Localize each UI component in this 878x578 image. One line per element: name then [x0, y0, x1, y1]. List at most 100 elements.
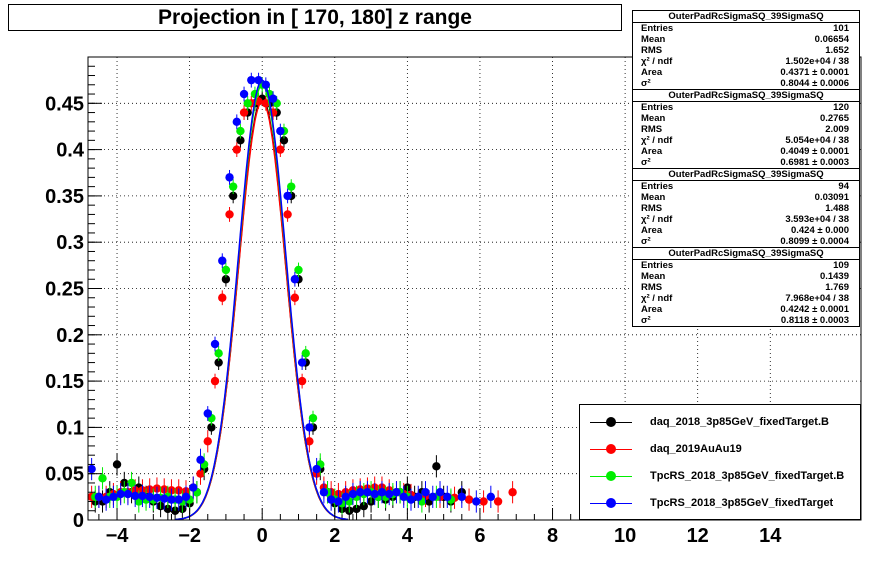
x-tick-label: 14	[759, 525, 782, 547]
y-tick-label: 0.25	[45, 279, 84, 301]
stats-value: 2.009	[825, 124, 849, 135]
data-point	[94, 492, 104, 502]
stats-key: RMS	[641, 124, 663, 135]
stats-row: RMS 1.488	[633, 203, 859, 214]
stats-value: 3.593e+04 / 38	[785, 214, 849, 225]
stats-value: 0.424 ± 0.000	[790, 225, 849, 236]
data-point	[377, 488, 387, 497]
data-point	[355, 488, 365, 497]
data-point	[101, 495, 111, 504]
stats-row: Entries 94	[633, 181, 859, 192]
x-tick-label: 4	[402, 525, 414, 547]
legend-marker	[606, 498, 616, 508]
stats-key: Area	[641, 146, 663, 157]
legend-marker	[606, 471, 616, 481]
data-point	[508, 488, 517, 497]
data-point	[152, 493, 162, 502]
data-point	[341, 492, 350, 502]
stats-key: σ²	[641, 78, 651, 89]
data-point	[167, 495, 176, 504]
data-point	[486, 492, 496, 502]
stats-row: σ² 0.8118 ± 0.0003	[633, 315, 859, 326]
stats-row: σ² 0.8044 ± 0.0006	[633, 78, 859, 89]
legend-label: TpcRS_2018_3p85GeV_fixedTarget	[650, 497, 834, 509]
data-point	[116, 489, 125, 499]
data-point	[98, 474, 107, 483]
data-point	[214, 358, 223, 367]
data-point	[276, 126, 285, 136]
stats-key: Area	[641, 67, 663, 78]
data-point	[232, 117, 241, 127]
stats-value: 0.06654	[814, 34, 849, 45]
x-tick-label: −4	[106, 525, 130, 547]
data-point	[435, 488, 445, 497]
data-point	[123, 489, 133, 499]
stats-key: σ²	[641, 315, 651, 326]
data-point	[221, 265, 231, 275]
data-point	[221, 275, 231, 284]
data-point	[363, 488, 372, 497]
stats-row: Area 0.4242 ± 0.0001	[633, 304, 859, 315]
stats-key: Entries	[641, 260, 674, 271]
data-point	[319, 488, 329, 497]
data-point	[301, 349, 310, 358]
stats-key: Area	[641, 225, 663, 236]
data-point	[312, 464, 321, 474]
y-tick-label: 0.15	[45, 371, 84, 393]
data-point	[127, 478, 136, 488]
stats-value: 101	[833, 23, 849, 34]
data-point	[163, 504, 173, 514]
stats-row: Area 0.4049 ± 0.0001	[633, 146, 859, 157]
legend-marker	[606, 444, 616, 454]
stats-value: 0.6981 ± 0.0003	[780, 157, 849, 168]
data-point	[87, 464, 96, 474]
y-tick-label: 0.4	[56, 140, 85, 162]
data-point	[268, 94, 278, 103]
stats-row: σ² 0.6981 ± 0.0003	[633, 157, 859, 168]
stats-value: 0.2765	[819, 113, 849, 124]
data-point	[174, 495, 183, 504]
x-tick-label: 0	[257, 525, 268, 547]
legend-label: daq_2018_3p85GeV_fixedTarget.B	[650, 416, 829, 428]
stats-row: Entries 120	[633, 102, 859, 113]
x-tick-label: 8	[547, 525, 558, 547]
stats-key: RMS	[641, 45, 663, 56]
stats-value: 1.652	[825, 45, 849, 56]
stats-row: Mean 0.1439	[633, 271, 859, 282]
legend-marker	[606, 417, 616, 427]
data-point	[109, 492, 118, 502]
stats-value: 120	[833, 102, 849, 113]
data-point	[493, 497, 503, 506]
data-point	[210, 339, 220, 349]
data-point	[181, 492, 191, 502]
stats-title: OuterPadRcSigmaSQ_39SigmaSQ	[633, 11, 859, 23]
stats-panel: OuterPadRcSigmaSQ_39SigmaSQ Entries 94 Mean…	[632, 168, 860, 248]
stats-key: Mean	[641, 192, 666, 203]
data-point	[352, 504, 361, 514]
stats-value: 1.769	[825, 282, 849, 293]
data-point	[370, 489, 379, 499]
data-point	[228, 182, 238, 191]
stats-title: OuterPadRcSigmaSQ_39SigmaSQ	[633, 248, 859, 260]
data-point	[457, 492, 466, 502]
data-point	[203, 409, 212, 418]
data-point	[399, 492, 408, 502]
data-point	[406, 495, 416, 504]
series-3	[87, 72, 496, 521]
stats-value: 94	[838, 181, 849, 192]
data-point	[414, 492, 423, 502]
stats-row: Mean 0.06654	[633, 34, 859, 45]
x-tick-label: 6	[474, 525, 485, 547]
stats-value: 0.1439	[819, 271, 849, 282]
stats-value: 0.03091	[814, 192, 849, 203]
y-tick-label: 0.05	[45, 464, 84, 486]
stats-key: χ² / ndf	[641, 135, 673, 146]
legend-entry: daq_2018_3p85GeV_fixedTarget.B	[580, 413, 860, 433]
data-point	[443, 492, 452, 502]
y-tick-label: 0.35	[45, 186, 84, 208]
stats-key: Mean	[641, 113, 666, 124]
stats-key: Mean	[641, 271, 666, 282]
stats-value: 0.8118 ± 0.0003	[780, 315, 849, 326]
x-tick-label: 2	[329, 525, 340, 547]
data-point	[290, 275, 300, 284]
